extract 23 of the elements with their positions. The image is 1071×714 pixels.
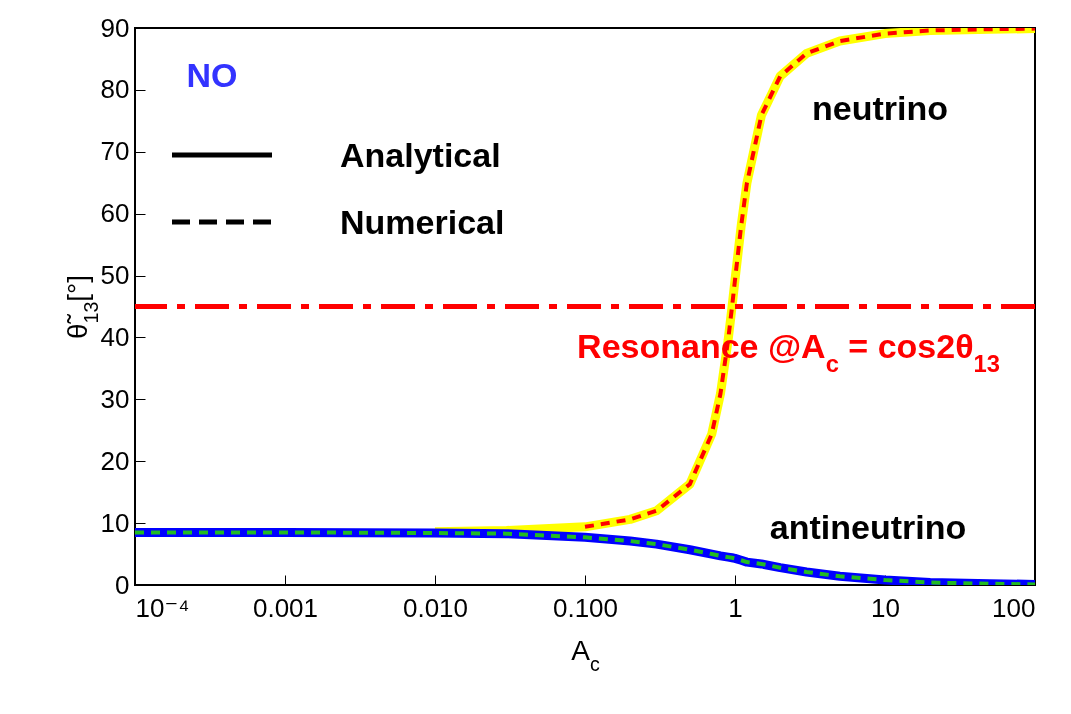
y-tick-label: 40 [100, 321, 130, 352]
x-axis-title: A$_{c}$ [571, 634, 600, 675]
x-tick-label: 0.010 [402, 592, 469, 623]
x-tick-label: 0.001 [252, 592, 319, 623]
y-tick-label: 0 [115, 569, 130, 600]
y-tick-label: 30 [100, 383, 130, 414]
y-tick-label: 60 [100, 198, 130, 229]
x-tick-label: 0.100 [552, 592, 619, 623]
annotation: neutrino [812, 89, 948, 127]
x-tick-label: 10 [871, 592, 900, 623]
y-tick-label: 20 [100, 445, 130, 476]
x-tick-label: 100 [992, 592, 1036, 623]
y-tick-label: 10 [100, 507, 130, 538]
annotation: NO [186, 56, 238, 94]
x-tick-label: 1 [728, 592, 743, 623]
annotation: Numerical [340, 203, 505, 241]
y-tick-label: 50 [100, 260, 130, 291]
y-tick-label: 90 [100, 12, 130, 43]
y-tick-label: 70 [100, 136, 130, 167]
annotation: Analytical [340, 136, 501, 174]
annotation: antineutrino [769, 508, 967, 546]
y-tick-label: 80 [100, 74, 130, 105]
x-tick-label: 10⁻⁴ [135, 592, 190, 623]
